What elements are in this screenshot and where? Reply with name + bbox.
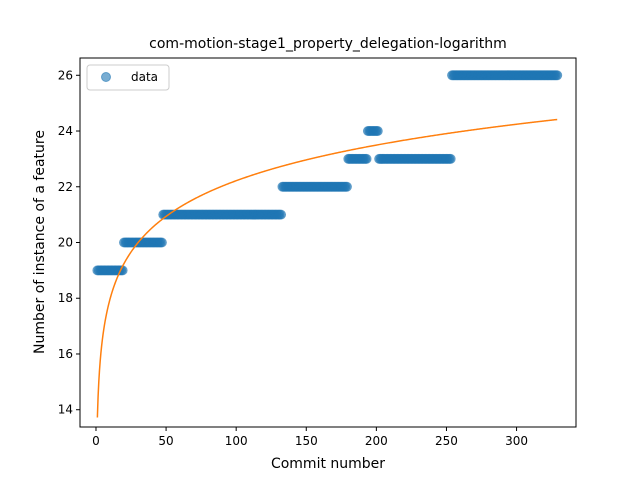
chart-title: com-motion-stage1_property_delegation-lo…: [149, 36, 507, 52]
legend: data: [86, 64, 170, 91]
y-axis-ticks: 14 16 18 20 22 24 26: [58, 68, 80, 417]
y-tick-label: 16: [58, 347, 73, 361]
fit-line: [96, 118, 558, 418]
x-tick-label: 300: [505, 434, 528, 448]
y-tick-label: 14: [58, 403, 73, 417]
x-tick-label: 0: [92, 434, 100, 448]
data-point: [552, 70, 563, 81]
data-point: [372, 126, 383, 137]
y-tick-label: 18: [58, 291, 73, 305]
y-tick-label: 24: [58, 124, 73, 138]
y-tick-label: 26: [58, 68, 73, 82]
data-point: [341, 181, 352, 192]
y-tick-label: 20: [58, 236, 73, 250]
fit-line-group: [96, 118, 558, 418]
y-tick-label: 22: [58, 180, 73, 194]
legend-box: [86, 64, 170, 91]
data-point: [156, 237, 167, 248]
x-tick-label: 150: [295, 434, 318, 448]
y-axis-label: Number of instance of a feature: [32, 130, 48, 354]
data-point: [276, 209, 287, 220]
x-tick-label: 50: [158, 434, 173, 448]
x-tick-label: 200: [365, 434, 388, 448]
data-point: [445, 153, 456, 164]
data-point: [361, 153, 372, 164]
x-axis-label: Commit number: [271, 456, 385, 472]
x-tick-label: 250: [435, 434, 458, 448]
x-tick-label: 100: [225, 434, 248, 448]
x-axis-ticks: 0 50 100 150 200 250 300: [92, 427, 528, 448]
legend-label-data: data: [131, 70, 158, 84]
legend-marker-data: [101, 72, 111, 82]
